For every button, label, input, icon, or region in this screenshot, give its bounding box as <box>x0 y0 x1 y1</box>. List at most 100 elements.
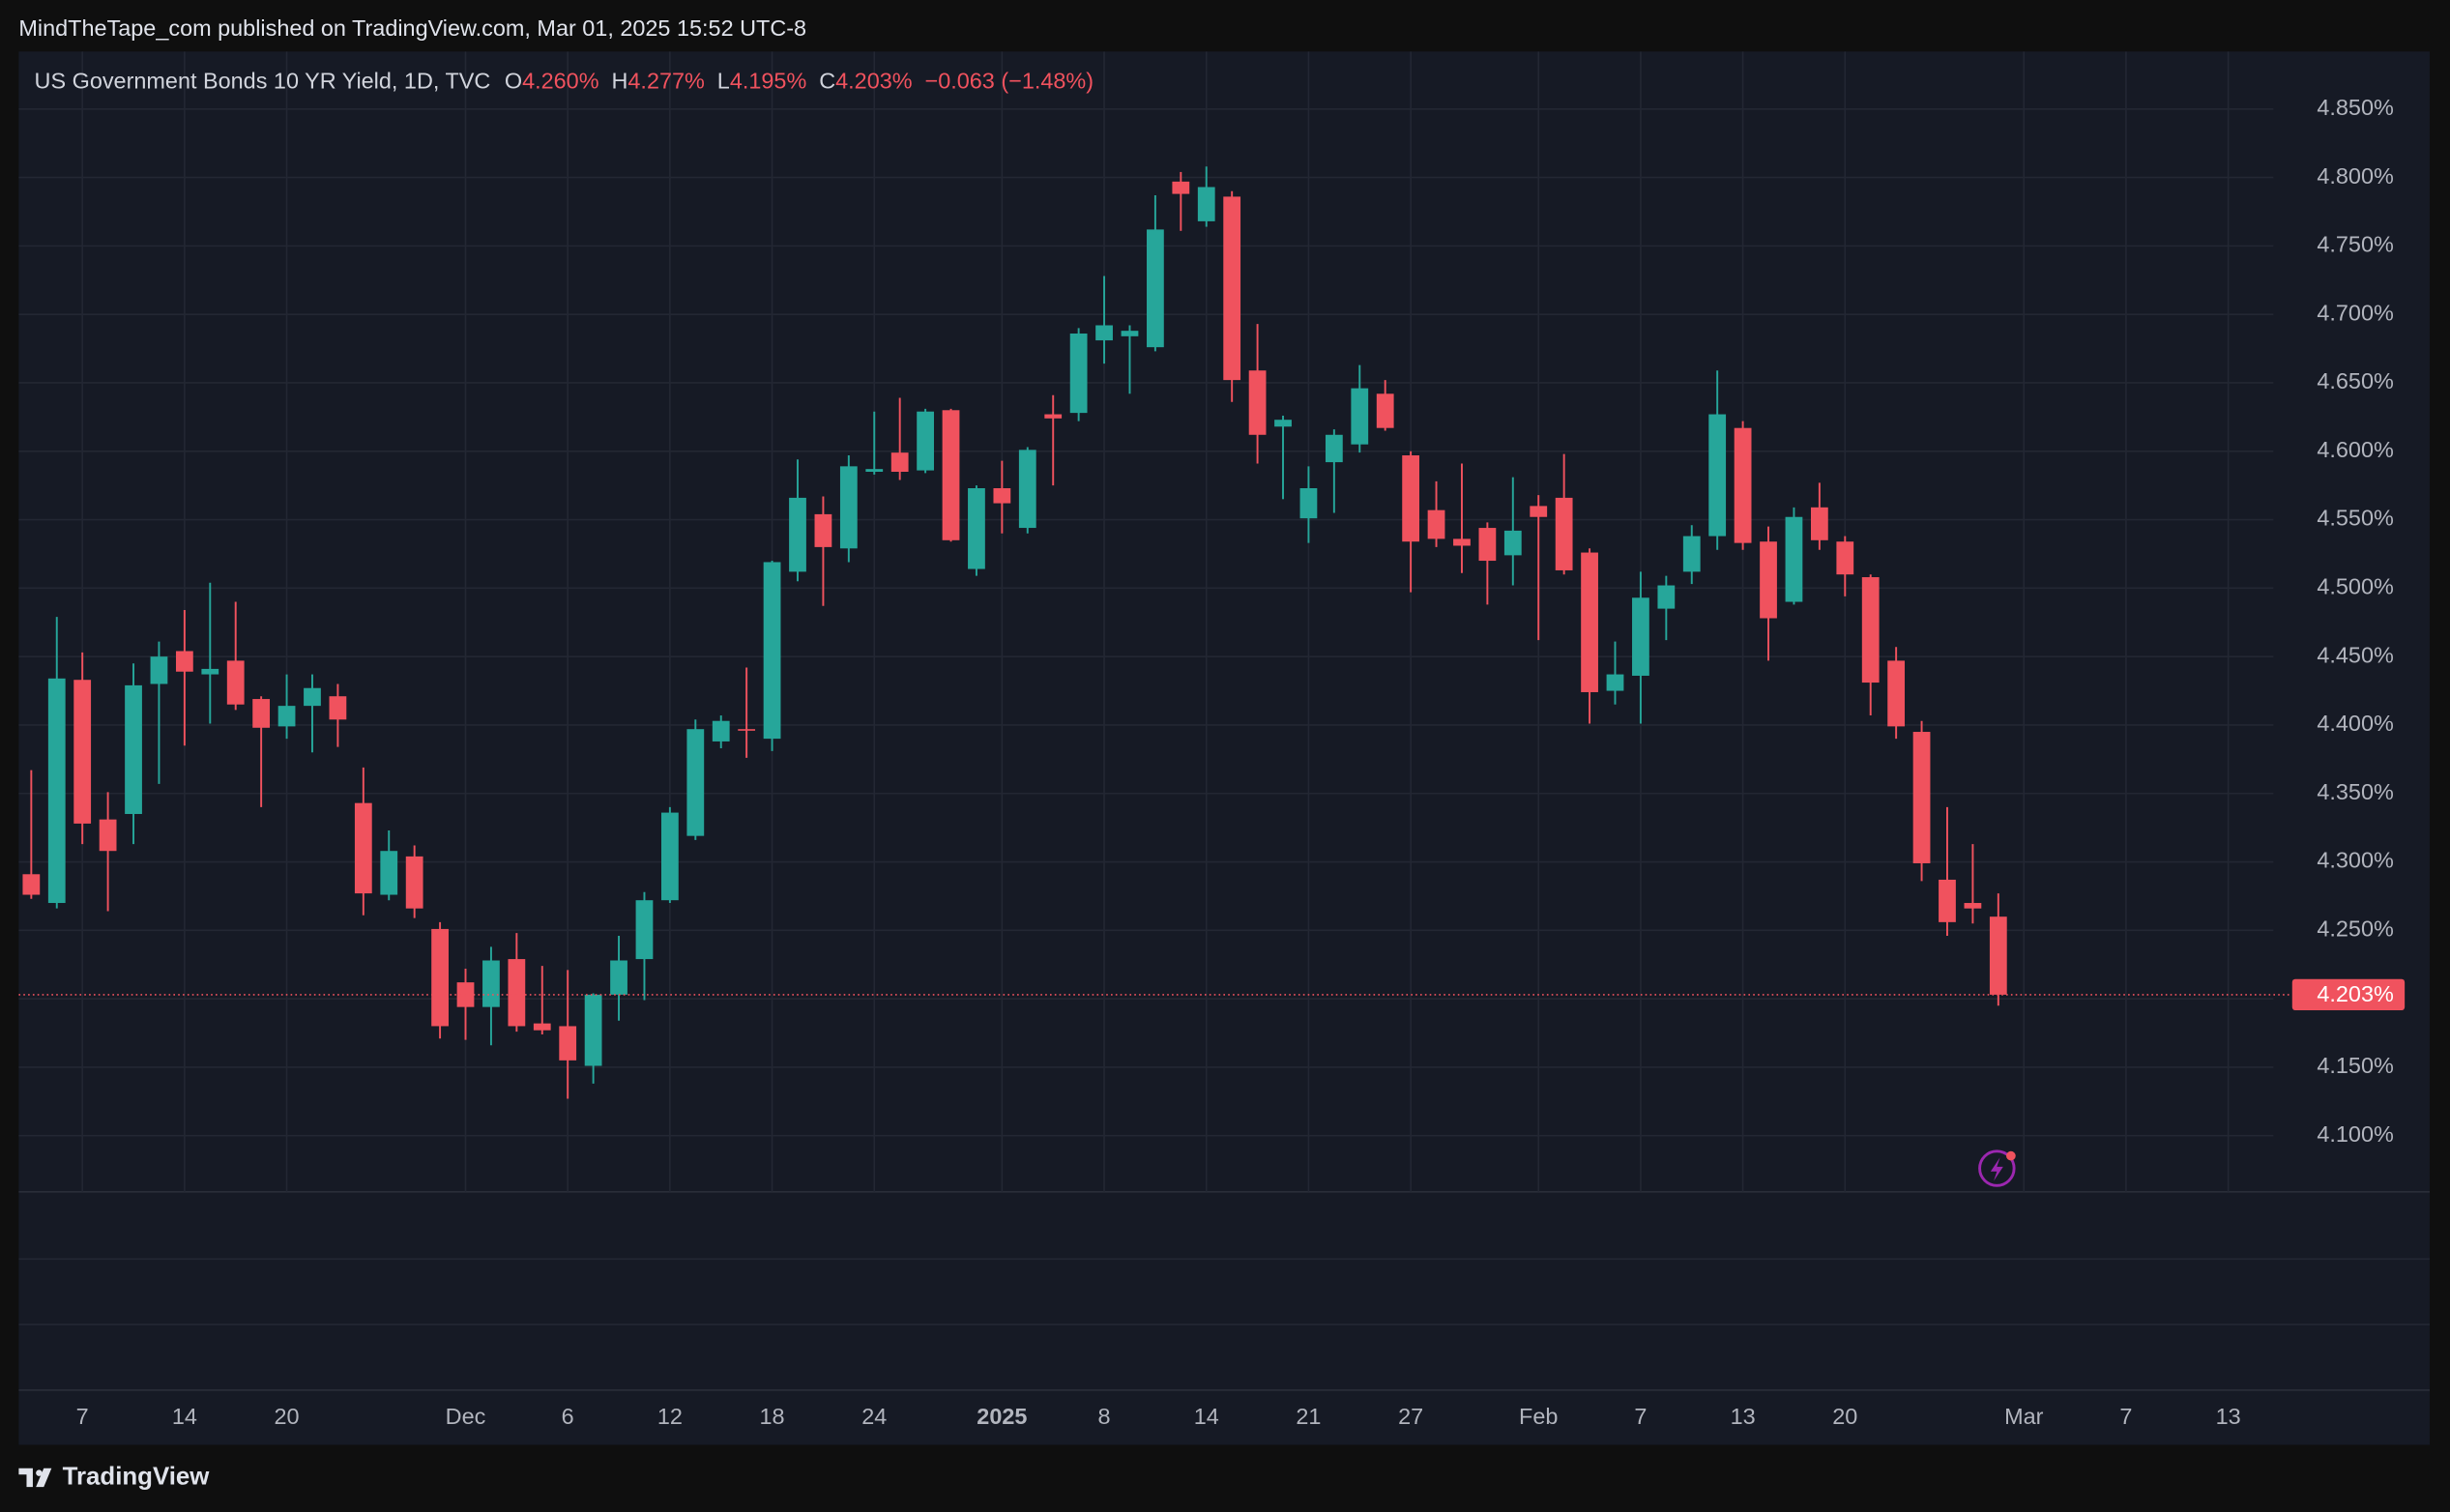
candle-body <box>1632 597 1649 676</box>
x-tick-label: 13 <box>1731 1404 1756 1429</box>
legend-key: O <box>505 69 522 94</box>
candle-body <box>99 819 117 852</box>
candle-body <box>508 959 526 1027</box>
y-tick-label: 4.150% <box>2317 1053 2393 1078</box>
candle-body <box>1734 427 1752 543</box>
candle-body <box>1939 879 1956 922</box>
candle-body <box>380 851 398 895</box>
y-tick-label: 4.650% <box>2317 368 2393 393</box>
x-tick-label: 7 <box>1634 1404 1647 1429</box>
x-tick-label: 13 <box>2216 1404 2241 1429</box>
candle-body <box>839 466 858 549</box>
candle-body <box>1581 552 1598 692</box>
candle-body <box>1478 528 1497 562</box>
candle-body <box>1810 507 1828 540</box>
candle-body <box>1402 455 1420 542</box>
candle-body <box>1682 536 1701 572</box>
candle-body <box>789 497 806 572</box>
y-tick-label: 4.800% <box>2317 163 2393 189</box>
candle-body <box>405 856 423 909</box>
x-tick-label: 27 <box>1398 1404 1423 1429</box>
legend-value: 4.203% <box>835 69 912 94</box>
x-tick-label: 2025 <box>977 1404 1027 1429</box>
y-tick-label: 4.550% <box>2317 506 2393 531</box>
x-tick-label: 7 <box>2119 1404 2132 1429</box>
candle-body <box>73 680 92 824</box>
legend-title: US Government Bonds 10 YR Yield, 1D, TVC <box>35 69 491 94</box>
x-tick-label: Dec <box>446 1404 486 1429</box>
candles <box>22 166 2007 1099</box>
candle-body <box>1248 370 1267 435</box>
lightning-icon <box>1978 1149 2016 1187</box>
candle-body <box>865 469 884 473</box>
candle-body <box>1453 538 1471 546</box>
legend-value: 4.260% <box>522 69 598 94</box>
x-tick-label: 14 <box>172 1404 197 1429</box>
x-tick-label: 12 <box>657 1404 683 1429</box>
candle-body <box>1274 420 1292 427</box>
candle-body <box>1555 497 1573 570</box>
candle-body <box>763 562 781 740</box>
grid <box>18 51 2274 1192</box>
x-tick-label: 21 <box>1296 1404 1321 1429</box>
candle-body <box>1121 331 1139 336</box>
candle-body <box>22 874 41 895</box>
candle-body <box>1376 393 1394 428</box>
candle-body <box>917 411 934 471</box>
candle-body <box>533 1023 551 1031</box>
legend-change: −0.063 (−1.48%) <box>925 69 1094 94</box>
legend-key: H <box>611 69 627 94</box>
candle-body <box>686 729 705 836</box>
candle-body <box>1069 333 1088 414</box>
candle-body <box>1530 506 1548 517</box>
candle-body <box>329 696 347 720</box>
y-tick-label: 4.750% <box>2317 232 2393 257</box>
x-tick-label: 18 <box>760 1404 785 1429</box>
candle-body <box>1172 181 1190 194</box>
candle-body <box>47 678 66 904</box>
last-price-badge <box>2291 978 2406 1011</box>
candle-body <box>738 729 756 731</box>
candle-body <box>354 802 372 894</box>
candle-body <box>1147 229 1164 348</box>
candle-body <box>1912 732 1931 863</box>
candle-body <box>1095 325 1113 341</box>
candle-body <box>610 960 627 995</box>
candle-body <box>1299 487 1318 519</box>
candle-body <box>482 960 500 1007</box>
y-tick-label: 4.350% <box>2317 779 2393 804</box>
candle-body <box>1760 541 1777 619</box>
candle-body <box>1325 434 1343 463</box>
brand: TradingView <box>63 1463 211 1490</box>
candle-body <box>1503 530 1522 556</box>
candle-body <box>1197 187 1215 221</box>
candle-body <box>1223 196 1241 381</box>
candle-body <box>277 706 296 727</box>
y-tick-label: 4.700% <box>2317 300 2393 325</box>
candle-body <box>993 487 1011 504</box>
candle-body <box>1018 450 1036 529</box>
candle-body <box>1989 916 2007 995</box>
candle-body <box>559 1026 577 1061</box>
candle-body <box>942 410 960 540</box>
candle-body <box>968 487 985 569</box>
candle-body <box>890 452 909 473</box>
candle-body <box>1427 509 1445 539</box>
candle-body <box>1044 414 1063 419</box>
candle-body <box>1861 577 1880 683</box>
candle-body <box>201 668 219 675</box>
brand-logo <box>18 1468 52 1488</box>
candle-body <box>635 900 654 960</box>
legend-value: 4.277% <box>627 69 704 94</box>
legend-value: 4.195% <box>730 69 806 94</box>
legend-key: C <box>819 69 835 94</box>
candle-body <box>712 720 730 741</box>
y-tick-label: 4.600% <box>2317 437 2393 462</box>
candle-body <box>584 994 602 1066</box>
y-tick-label: 4.300% <box>2317 848 2393 873</box>
x-tick-label: 14 <box>1194 1404 1219 1429</box>
candle-body <box>304 687 321 707</box>
candle-body <box>431 928 449 1027</box>
candle-body <box>252 699 271 728</box>
